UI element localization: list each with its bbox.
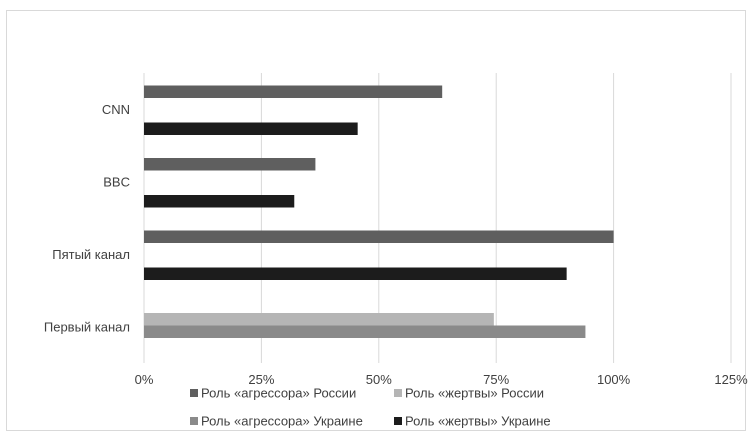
legend-label: Роль «агрессора» Украине xyxy=(201,414,363,429)
bar-bbc-s1 xyxy=(144,158,316,171)
x-tick-label: 125% xyxy=(714,372,748,387)
legend-label: Роль «жертвы» Украине xyxy=(405,414,551,429)
bar-cnn-s4 xyxy=(144,122,358,135)
x-tick-label: 100% xyxy=(597,372,631,387)
category-label: Первый канал xyxy=(44,319,130,334)
bar-пятый-канал-s1 xyxy=(144,230,614,243)
bar-cnn-s1 xyxy=(144,85,443,98)
legend-swatch xyxy=(190,389,198,397)
x-tick-label: 50% xyxy=(366,372,392,387)
x-tick-label: 25% xyxy=(248,372,274,387)
category-label: BBC xyxy=(103,174,130,189)
bar-первый-канал-s3 xyxy=(144,325,586,338)
legend-swatch xyxy=(394,389,402,397)
bar-пятый-канал-s4 xyxy=(144,267,567,280)
legend-swatch xyxy=(190,417,198,425)
bars xyxy=(144,85,614,338)
category-label: CNN xyxy=(102,102,130,117)
x-tick-labels: 0% 25% 50% 75% 100% 125% xyxy=(135,372,748,387)
bar-bbc-s4 xyxy=(144,195,295,208)
legend-label: Роль «жертвы» России xyxy=(405,386,544,401)
x-tick-label: 0% xyxy=(135,372,154,387)
category-label: Пятый канал xyxy=(52,247,130,262)
bar-первый-канал-s2 xyxy=(144,313,494,326)
x-tick-label: 75% xyxy=(483,372,509,387)
chart-border xyxy=(6,10,746,431)
legend-label: Роль «агрессора» России xyxy=(201,386,356,401)
legend-swatch xyxy=(394,417,402,425)
legend: Роль «агрессора» России Роль «жертвы» Рос… xyxy=(190,386,551,429)
category-labels: CNN BBC Пятый канал Первый канал xyxy=(44,102,130,335)
